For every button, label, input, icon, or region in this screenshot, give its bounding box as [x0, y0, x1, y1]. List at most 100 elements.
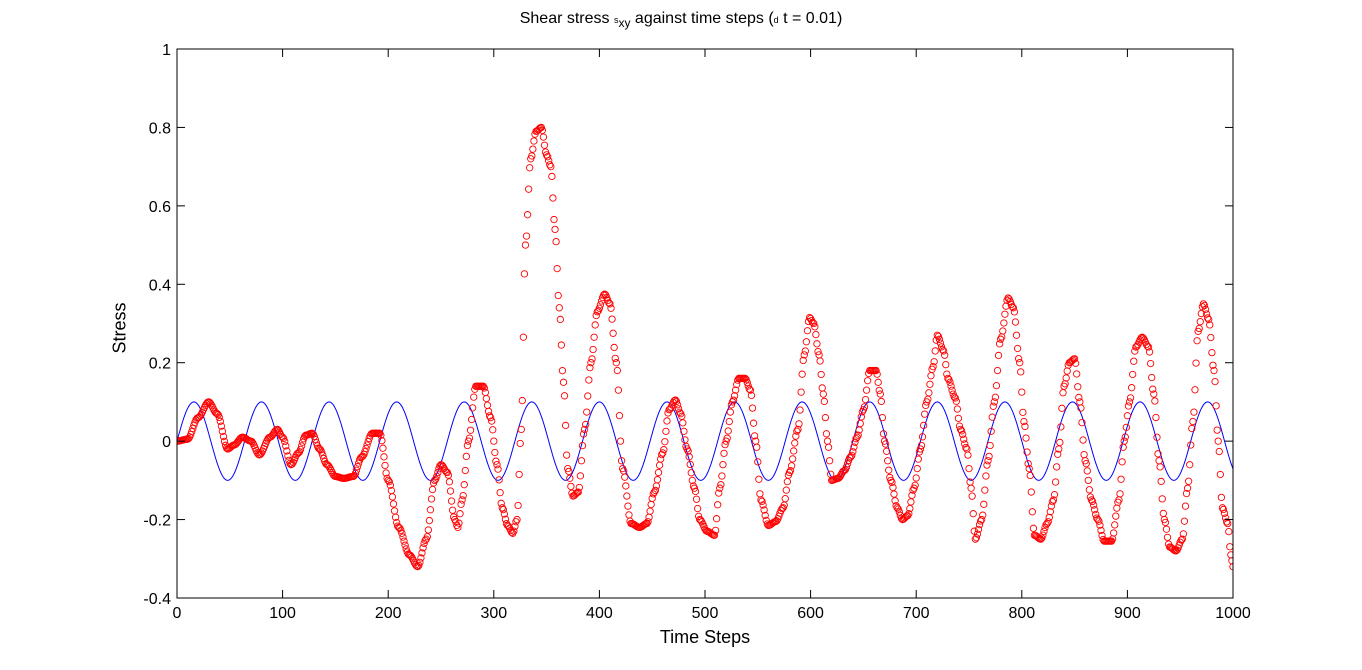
- stress-data-point: [849, 448, 857, 456]
- stress-data-point: [288, 460, 296, 468]
- stress-data-point: [972, 534, 981, 542]
- stress-data-point: [1096, 521, 1104, 529]
- stress-data-point: [1193, 337, 1201, 345]
- stress-data-point: [816, 357, 824, 365]
- stress-data-point: [596, 301, 605, 309]
- stress-data-point: [1061, 380, 1069, 388]
- stress-data-point: [1130, 357, 1138, 365]
- stress-data-point: [861, 395, 870, 404]
- stress-data-point: [492, 457, 500, 465]
- stress-data-point: [1186, 461, 1194, 469]
- stress-data-point: [526, 164, 534, 172]
- stress-data-point: [655, 461, 664, 469]
- stress-data-point: [1059, 389, 1067, 397]
- stress-data-point: [558, 367, 567, 375]
- stress-data-point: [857, 413, 865, 421]
- stress-data-point: [875, 386, 883, 395]
- stress-data-point: [661, 438, 669, 446]
- stress-data-point: [993, 366, 1002, 375]
- stress-data-point: [1151, 397, 1159, 405]
- stress-data-point: [610, 343, 618, 352]
- stress-data-point: [455, 519, 463, 527]
- stress-data-point: [884, 457, 892, 465]
- x-tick-label: 900: [1114, 605, 1141, 622]
- y-tick-label: -0.4: [143, 591, 171, 608]
- stress-data-point: [1208, 348, 1216, 357]
- stress-data-point: [390, 507, 399, 515]
- stress-data-point: [1156, 463, 1164, 471]
- stress-data-point: [688, 476, 696, 485]
- stress-data-point: [1210, 366, 1218, 375]
- stress-data-point: [893, 504, 901, 512]
- stress-data-point: [458, 496, 466, 504]
- stress-data-point: [1162, 525, 1171, 533]
- stress-data-point: [516, 439, 524, 448]
- stress-data-point: [662, 427, 670, 435]
- stress-data-point: [695, 512, 703, 520]
- stress-data-point: [358, 453, 366, 461]
- stress-data-point: [196, 412, 204, 420]
- stress-data-point: [1026, 471, 1034, 480]
- x-tick-label: 300: [480, 605, 507, 622]
- stress-data-point: [586, 363, 594, 372]
- stress-data-point: [991, 393, 1000, 401]
- stress-data-point: [1082, 459, 1090, 468]
- stress-data-point: [941, 351, 949, 359]
- stress-data-point: [525, 185, 533, 193]
- stress-data-point: [818, 384, 826, 392]
- stress-data-point: [724, 427, 732, 435]
- stress-data-point: [389, 500, 398, 508]
- stress-data-point: [459, 491, 467, 500]
- stress-data-point: [1075, 393, 1083, 402]
- stress-data-point: [1217, 493, 1226, 502]
- stress-data-point: [691, 487, 700, 496]
- stress-data-point: [593, 308, 601, 316]
- stress-data-point: [1158, 495, 1166, 503]
- stress-data-point: [1159, 509, 1167, 518]
- stress-data-point: [1214, 437, 1222, 445]
- stress-data-point: [1204, 314, 1212, 322]
- stress-data-point: [877, 397, 885, 406]
- stress-data-point: [1045, 513, 1053, 522]
- stress-data-point: [789, 455, 797, 463]
- stress-data-point: [1079, 436, 1087, 444]
- stress-data-point: [1025, 464, 1033, 473]
- stress-data-point: [248, 438, 256, 446]
- stress-data-point: [1089, 501, 1098, 509]
- x-tick-label: 800: [1008, 605, 1035, 622]
- stress-data-point: [882, 447, 891, 455]
- stress-data-point: [888, 478, 896, 487]
- stress-data-point: [756, 490, 764, 498]
- stress-data-point: [978, 515, 986, 524]
- stress-data-point: [989, 402, 997, 410]
- stress-data-point: [578, 441, 587, 450]
- stress-data-point: [499, 505, 507, 514]
- stress-data-point: [1197, 309, 1205, 318]
- stress-data-point: [753, 443, 761, 451]
- stress-data-point: [446, 487, 455, 495]
- stress-data-point: [595, 304, 604, 312]
- stress-data-point: [781, 495, 789, 503]
- stress-data-point: [550, 215, 558, 224]
- stress-data-point: [513, 515, 521, 524]
- stress-data-point: [1192, 359, 1200, 367]
- stress-data-point: [1152, 413, 1160, 422]
- stress-data-point: [420, 539, 428, 548]
- stress-data-point: [940, 347, 948, 355]
- stress-data-point: [1188, 424, 1196, 433]
- stress-data-point: [482, 394, 491, 403]
- stress-data-point: [1056, 438, 1064, 447]
- stress-data-point: [750, 432, 759, 440]
- stress-data-point: [1190, 408, 1198, 416]
- stress-data-point: [745, 385, 753, 393]
- stress-data-point: [1012, 331, 1021, 339]
- stress-data-point: [508, 528, 516, 537]
- stress-data-point: [1225, 527, 1233, 536]
- stress-data-point: [1154, 450, 1162, 458]
- stress-data-point: [690, 484, 699, 492]
- stress-data-point: [608, 315, 616, 323]
- x-tick-label: 700: [903, 605, 930, 622]
- stress-data-point: [617, 457, 626, 465]
- stress-data-point: [392, 518, 401, 527]
- stress-data-point: [951, 394, 959, 402]
